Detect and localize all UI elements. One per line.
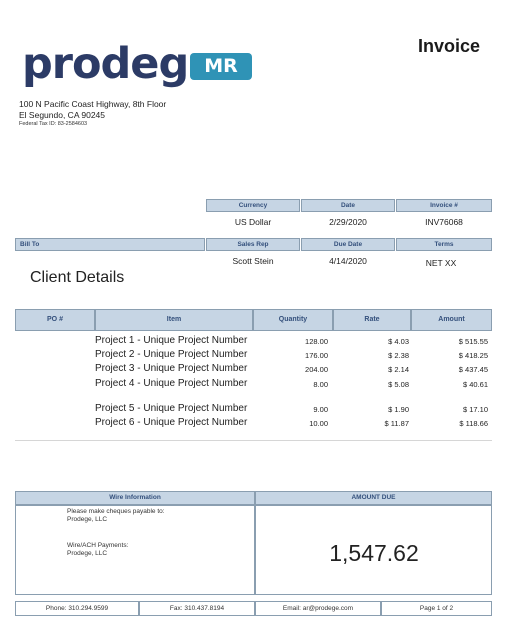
line-item-row: Project 5 - Unique Project Number 9.00 $… — [0, 403, 507, 417]
terms-value: NET XX — [425, 258, 457, 268]
item-rate: $ 1.90 — [388, 405, 409, 414]
footer-phone: Phone: 310.294.9599 — [15, 601, 139, 616]
currency-header: Currency — [206, 199, 300, 212]
currency-value: US Dollar — [234, 217, 272, 227]
item-name: Project 3 - Unique Project Number — [95, 363, 248, 374]
item-name: Project 1 - Unique Project Number — [95, 335, 248, 346]
terms-header: Terms — [396, 238, 492, 251]
item-name: Project 4 - Unique Project Number — [95, 378, 248, 389]
item-name: Project 2 - Unique Project Number — [95, 349, 248, 360]
sales-rep-value: Scott Stein — [232, 256, 274, 266]
line-item-row: Project 2 - Unique Project Number 176.00… — [0, 349, 507, 363]
address-line-2: El Segundo, CA 90245 — [19, 110, 106, 120]
date-value: 2/29/2020 — [329, 217, 367, 227]
client-details: Client Details — [30, 269, 125, 286]
item-amount: $ 418.25 — [458, 351, 488, 360]
section-divider — [15, 440, 492, 441]
item-quantity: 176.00 — [305, 351, 328, 360]
bill-to-header: Bill To — [15, 238, 205, 251]
footer-page-number: Page 1 of 2 — [381, 601, 492, 616]
footer-fax: Fax: 310.437.8194 — [139, 601, 255, 616]
cheque-line-1: Please make cheques payable to: — [67, 508, 165, 515]
item-amount: $ 437.45 — [458, 365, 488, 374]
item-column-header: Item — [95, 309, 253, 331]
rate-column-header: Rate — [333, 309, 411, 331]
logo-badge: MR — [190, 53, 252, 80]
item-quantity: 9.00 — [313, 405, 328, 414]
ach-line-1: Wire/ACH Payments: — [67, 542, 129, 549]
wire-information-header: Wire Information — [15, 491, 255, 505]
due-date-value: 4/14/2020 — [329, 256, 367, 266]
item-amount: $ 17.10 — [462, 405, 488, 414]
amount-due-box — [255, 505, 492, 595]
logo-wordmark: prodege — [22, 39, 217, 89]
line-item-row: Project 6 - Unique Project Number 10.00 … — [0, 417, 507, 431]
line-item-row: Project 3 - Unique Project Number 204.00… — [0, 363, 507, 377]
po-column-header: PO # — [15, 309, 95, 331]
item-name: Project 5 - Unique Project Number — [95, 403, 248, 414]
amount-due-value: 1,547.62 — [329, 540, 419, 566]
item-rate: $ 2.38 — [388, 351, 409, 360]
sales-rep-header: Sales Rep — [206, 238, 300, 251]
invoice-number-value: INV76068 — [425, 217, 463, 227]
cheque-instructions: Please make cheques payable to: Prodege,… — [67, 508, 165, 524]
item-rate: $ 4.03 — [388, 337, 409, 346]
line-item-row: Project 4 - Unique Project Number 8.00 $… — [0, 378, 507, 392]
wire-information-box — [15, 505, 255, 595]
amount-column-header: Amount — [411, 309, 492, 331]
amount-due-header: AMOUNT DUE — [255, 491, 492, 505]
invoice-number-header: Invoice # — [396, 199, 492, 212]
cheque-line-2: Prodege, LLC — [67, 516, 108, 523]
line-item-row: Project 1 - Unique Project Number 128.00… — [0, 335, 507, 349]
item-rate: $ 2.14 — [388, 365, 409, 374]
document-title: Invoice — [418, 36, 481, 56]
quantity-column-header: Quantity — [253, 309, 333, 331]
item-amount: $ 118.66 — [459, 419, 488, 428]
date-header: Date — [301, 199, 395, 212]
item-quantity: 8.00 — [313, 380, 328, 389]
footer-email: Email: ar@prodege.com — [255, 601, 381, 616]
address-line-1: 100 N Pacific Coast Highway, 8th Floor — [19, 99, 167, 109]
item-amount: $ 515.55 — [458, 337, 488, 346]
item-quantity: 128.00 — [305, 337, 328, 346]
item-name: Project 6 - Unique Project Number — [95, 417, 248, 428]
item-amount: $ 40.61 — [462, 380, 488, 389]
company-address: 100 N Pacific Coast Highway, 8th Floor E… — [19, 99, 166, 121]
ach-line-2: Prodege, LLC — [67, 550, 108, 557]
item-rate: $ 5.08 — [388, 380, 409, 389]
item-quantity: 10.00 — [309, 419, 328, 428]
item-quantity: 204.00 — [305, 365, 328, 374]
ach-instructions: Wire/ACH Payments: Prodege, LLC — [67, 542, 128, 558]
tax-id: Federal Tax ID: 83-2584603 — [19, 121, 88, 127]
due-date-header: Due Date — [301, 238, 395, 251]
item-rate: $ 11.87 — [384, 419, 409, 428]
